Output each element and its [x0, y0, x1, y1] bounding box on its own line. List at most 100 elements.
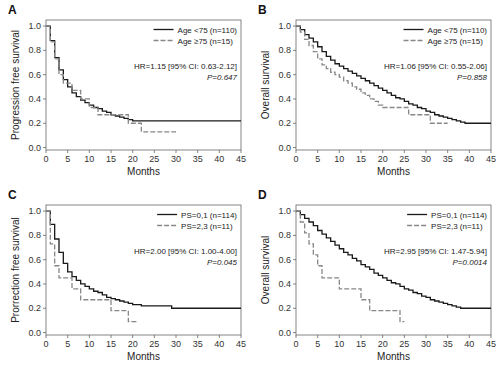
x-tick-label: 35 — [193, 154, 203, 164]
panel: 0510152025303540450.00.20.40.60.81.0Mont… — [258, 3, 496, 177]
y-tick-label: 0.6 — [278, 70, 291, 80]
y-tick-label: 0.2 — [28, 118, 41, 128]
y-tick-label: 0.8 — [278, 230, 291, 240]
legend: PS=0,1 (n=114)PS=2,3 (n=11) — [157, 211, 237, 231]
panel-label: A — [8, 3, 17, 17]
curves — [296, 211, 491, 322]
panel-label: B — [258, 3, 267, 17]
figure: 0510152025303540450.00.20.40.60.81.0Mont… — [0, 0, 500, 380]
y-axis-label: Overall survival — [260, 236, 271, 304]
x-tick — [176, 335, 177, 338]
y-tick — [43, 98, 46, 99]
x-tick-label: 5 — [315, 154, 320, 164]
x-tick — [317, 150, 318, 153]
survival-curve — [46, 26, 176, 132]
x-tick — [241, 150, 242, 153]
x-tick-label: 10 — [334, 154, 344, 164]
x-tick-label: 5 — [65, 339, 70, 349]
x-tick — [154, 335, 155, 338]
x-tick-label: 25 — [149, 154, 159, 164]
x-tick — [469, 335, 470, 338]
y-tick-label: 0.6 — [28, 70, 41, 80]
x-tick — [382, 335, 383, 338]
y-tick — [293, 332, 296, 333]
survival-curve — [46, 211, 241, 308]
x-tick — [46, 335, 47, 338]
x-tick-label: 40 — [464, 339, 474, 349]
annotation: P=0.858 — [457, 73, 488, 82]
y-tick — [293, 308, 296, 309]
y-tick — [293, 283, 296, 284]
x-tick-label: 15 — [106, 339, 116, 349]
legend-handle — [154, 40, 174, 41]
y-tick-label: 0.8 — [28, 45, 41, 55]
x-tick-label: 30 — [171, 339, 181, 349]
y-tick-label: 0.0 — [278, 328, 291, 338]
y-tick — [43, 26, 46, 27]
legend-label: Age <75 (n=110) — [178, 26, 238, 35]
plot-frame — [46, 20, 241, 150]
x-tick — [404, 150, 405, 153]
annotation: HR=2.00 [95% CI: 1.00-4.00] — [134, 247, 237, 256]
x-tick — [67, 150, 68, 153]
x-tick-label: 25 — [399, 339, 409, 349]
x-tick — [491, 335, 492, 338]
legend-handle — [407, 214, 427, 215]
y-tick-label: 0.4 — [28, 279, 41, 289]
y-tick-label: 0.4 — [278, 279, 291, 289]
annotation: P=0.045 — [207, 258, 238, 267]
y-tick — [43, 308, 46, 309]
x-tick-label: 30 — [421, 339, 431, 349]
x-tick — [219, 335, 220, 338]
x-tick-label: 15 — [106, 154, 116, 164]
y-axis-label: Prorrection free survival — [10, 217, 21, 323]
x-tick-label: 45 — [236, 339, 246, 349]
x-tick-label: 45 — [486, 154, 496, 164]
x-tick — [491, 150, 492, 153]
x-tick — [132, 335, 133, 338]
survival-curve — [296, 211, 404, 322]
x-tick-label: 40 — [214, 339, 224, 349]
x-tick — [339, 150, 340, 153]
x-tick — [89, 335, 90, 338]
x-tick-label: 20 — [128, 339, 138, 349]
x-tick-label: 5 — [65, 154, 70, 164]
legend-handle — [407, 225, 427, 226]
x-tick — [197, 150, 198, 153]
y-tick-label: 0.8 — [28, 230, 41, 240]
legend-label: Age ≥75 (n=15) — [178, 37, 234, 46]
y-tick — [293, 211, 296, 212]
survival-curve — [296, 211, 491, 308]
y-tick-label: 0.4 — [28, 94, 41, 104]
annotation: P=0.647 — [207, 73, 238, 82]
annotation: HR=2.95 [95% CI: 1.47-5.94] — [384, 247, 487, 256]
x-tick-label: 35 — [193, 339, 203, 349]
x-tick-label: 45 — [486, 339, 496, 349]
legend-handle — [404, 40, 424, 41]
y-tick-label: 0.0 — [28, 143, 41, 153]
legend-handle — [154, 29, 174, 30]
x-axis-label: Months — [127, 166, 160, 177]
x-tick-label: 10 — [334, 339, 344, 349]
x-tick — [132, 150, 133, 153]
curves — [296, 26, 491, 123]
plot-frame — [46, 205, 241, 335]
x-axis-label: Months — [377, 351, 410, 362]
survival-curve — [46, 26, 241, 121]
x-tick-label: 35 — [443, 339, 453, 349]
x-tick — [447, 335, 448, 338]
x-tick-label: 20 — [378, 154, 388, 164]
legend-label: Age <75 (n=110) — [428, 26, 488, 35]
legend-label: PS=2,3 (n=11) — [181, 222, 233, 231]
x-tick — [382, 150, 383, 153]
y-tick-label: 1.0 — [28, 206, 41, 216]
panel: 0510152025303540450.00.20.40.60.81.0Mont… — [8, 188, 246, 362]
x-tick — [426, 150, 427, 153]
x-tick — [111, 150, 112, 153]
x-tick-label: 25 — [149, 339, 159, 349]
x-tick — [469, 150, 470, 153]
legend: PS=0,1 (n=114)PS=2,3 (n=11) — [407, 211, 487, 231]
plot-frame — [296, 205, 491, 335]
panel-label: C — [8, 188, 17, 202]
x-tick-label: 10 — [84, 154, 94, 164]
